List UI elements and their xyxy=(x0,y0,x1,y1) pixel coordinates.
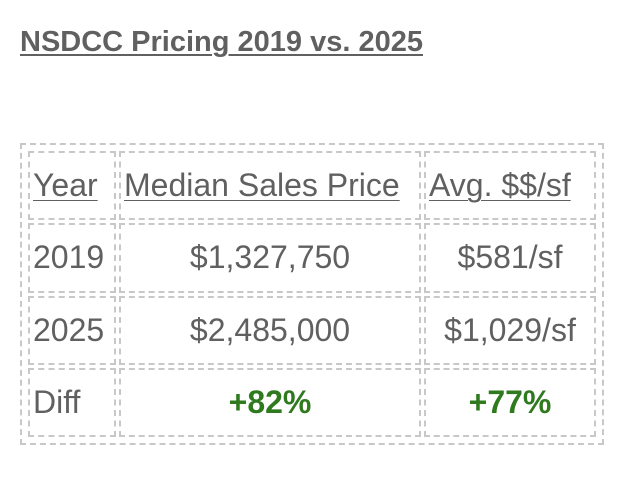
cell-year: 2025 xyxy=(28,295,116,365)
header-median-sales-price: Median Sales Price xyxy=(119,151,421,221)
cell-median-price: $2,485,000 xyxy=(119,295,421,365)
header-year: Year xyxy=(28,151,116,221)
header-avg-price-per-sf: Avg. $$/sf xyxy=(424,151,596,221)
table-row: 2025 $2,485,000 $1,029/sf xyxy=(28,295,596,365)
cell-diff-label: Diff xyxy=(28,367,116,437)
cell-avg-price-per-sf: $581/sf xyxy=(424,223,596,293)
table-header-row: Year Median Sales Price Avg. $$/sf xyxy=(28,151,596,221)
cell-median-price-diff: +82% xyxy=(119,367,421,437)
pricing-table: Year Median Sales Price Avg. $$/sf 2019 … xyxy=(25,148,599,440)
cell-avg-price-per-sf-diff: +77% xyxy=(424,367,596,437)
cell-avg-price-per-sf: $1,029/sf xyxy=(424,295,596,365)
cell-median-price: $1,327,750 xyxy=(119,223,421,293)
cell-year: 2019 xyxy=(28,223,116,293)
table-row-diff: Diff +82% +77% xyxy=(28,367,596,437)
pricing-table-frame: Year Median Sales Price Avg. $$/sf 2019 … xyxy=(20,143,604,445)
page-title: NSDCC Pricing 2019 vs. 2025 xyxy=(20,26,423,58)
table-row: 2019 $1,327,750 $581/sf xyxy=(28,223,596,293)
